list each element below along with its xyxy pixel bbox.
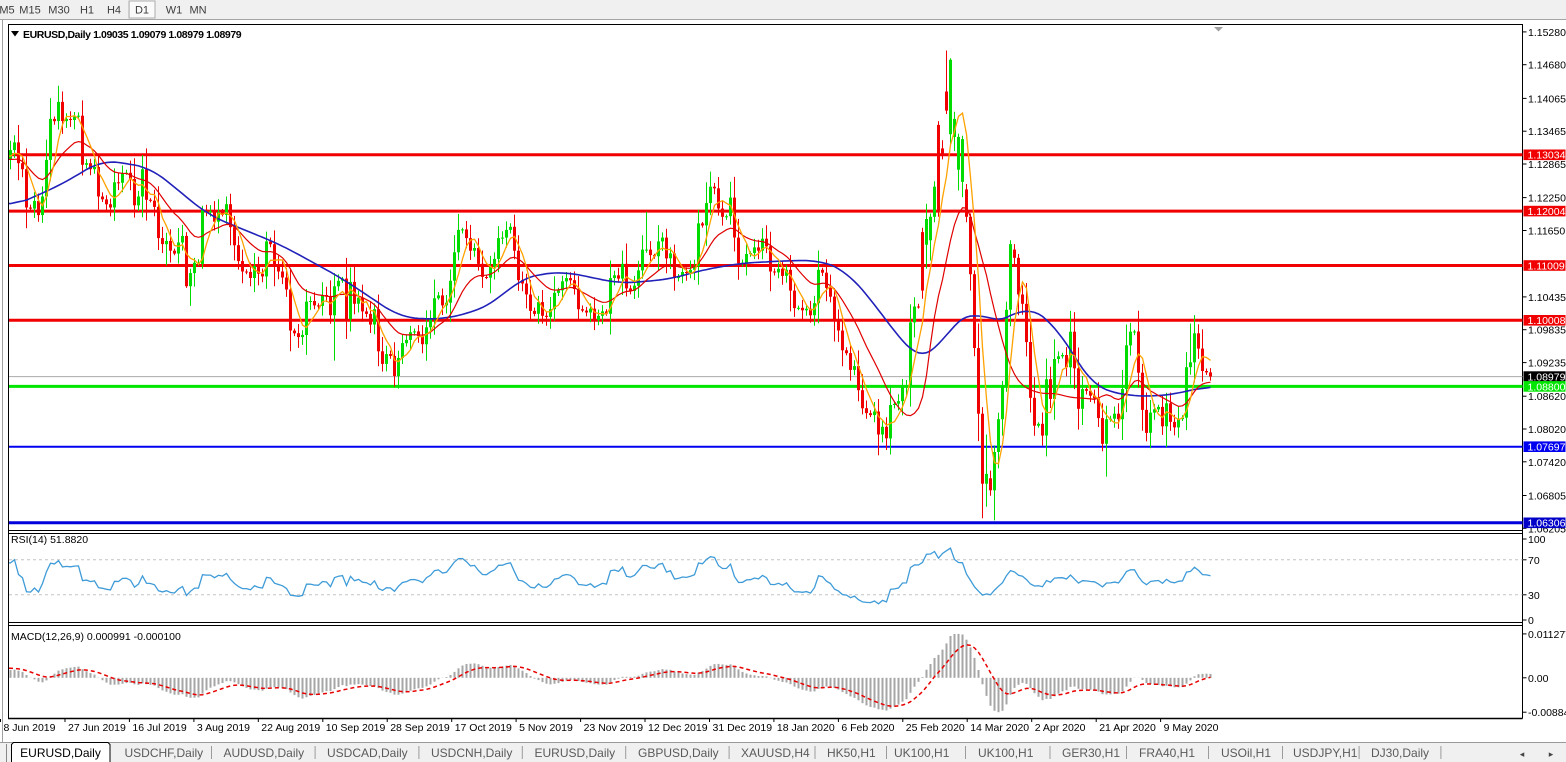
svg-text:XAUUSD,H4: XAUUSD,H4 xyxy=(741,746,810,760)
svg-text:GBPUSD,Daily: GBPUSD,Daily xyxy=(638,746,719,760)
svg-text:1.07697: 1.07697 xyxy=(1528,442,1566,454)
svg-text:1.10008: 1.10008 xyxy=(1528,315,1566,327)
svg-text:100: 100 xyxy=(1528,534,1546,546)
svg-text:5 Nov 2019: 5 Nov 2019 xyxy=(519,722,573,734)
svg-text:D1: D1 xyxy=(135,5,149,17)
svg-text:1.11650: 1.11650 xyxy=(1528,226,1565,238)
svg-text:18 Jan 2020: 18 Jan 2020 xyxy=(777,722,835,734)
svg-text:M15: M15 xyxy=(19,5,40,17)
svg-text:AUDUSD,Daily: AUDUSD,Daily xyxy=(224,746,305,760)
svg-text:17 Oct 2019: 17 Oct 2019 xyxy=(455,722,512,734)
svg-text:USDJPY,H1: USDJPY,H1 xyxy=(1293,746,1358,760)
svg-text:USDCNH,Daily: USDCNH,Daily xyxy=(431,746,512,760)
svg-text:FRA40,H1: FRA40,H1 xyxy=(1139,746,1195,760)
svg-text:31 Dec 2019: 31 Dec 2019 xyxy=(713,722,773,734)
svg-text:1.14065: 1.14065 xyxy=(1528,93,1566,105)
svg-text:0.00: 0.00 xyxy=(1528,673,1549,685)
svg-text:GER30,H1: GER30,H1 xyxy=(1062,746,1120,760)
svg-text:27 Jun 2019: 27 Jun 2019 xyxy=(68,722,126,734)
svg-text:UK100,H1: UK100,H1 xyxy=(978,746,1034,760)
svg-text:W1: W1 xyxy=(166,5,183,17)
svg-text:1.09835: 1.09835 xyxy=(1528,325,1566,337)
svg-text:8 Jun 2019: 8 Jun 2019 xyxy=(4,722,56,734)
svg-text:1.08979: 1.08979 xyxy=(1528,372,1566,384)
svg-text:23 Nov 2019: 23 Nov 2019 xyxy=(584,722,644,734)
svg-text:6 Feb 2020: 6 Feb 2020 xyxy=(841,722,894,734)
svg-text:EURUSD,Daily: EURUSD,Daily xyxy=(535,746,616,760)
svg-text:M5: M5 xyxy=(0,5,15,17)
svg-text:1.12250: 1.12250 xyxy=(1528,193,1566,205)
svg-text:0.011277: 0.011277 xyxy=(1528,629,1566,641)
svg-text:RSI(14) 51.8820: RSI(14) 51.8820 xyxy=(11,534,88,546)
svg-text:DJ30,Daily: DJ30,Daily xyxy=(1371,746,1429,760)
svg-text:MN: MN xyxy=(189,5,206,17)
svg-text:28 Sep 2019: 28 Sep 2019 xyxy=(390,722,450,734)
svg-text:1.13465: 1.13465 xyxy=(1528,126,1566,138)
svg-text:1.07420: 1.07420 xyxy=(1528,457,1566,469)
svg-text:1.13034: 1.13034 xyxy=(1528,150,1566,162)
svg-text:16 Jul 2019: 16 Jul 2019 xyxy=(132,722,186,734)
svg-text:1.08800: 1.08800 xyxy=(1528,381,1566,393)
svg-text:1.06805: 1.06805 xyxy=(1528,491,1566,503)
svg-text:9 May 2020: 9 May 2020 xyxy=(1164,722,1219,734)
svg-text:1.08020: 1.08020 xyxy=(1528,424,1566,436)
svg-text:2 Apr 2020: 2 Apr 2020 xyxy=(1035,722,1086,734)
svg-text:H1: H1 xyxy=(80,5,94,17)
svg-text:10 Sep 2019: 10 Sep 2019 xyxy=(326,722,386,734)
svg-text:1.10435: 1.10435 xyxy=(1528,292,1566,304)
svg-text:1.11009: 1.11009 xyxy=(1528,260,1565,272)
svg-text:1.14680: 1.14680 xyxy=(1528,60,1566,72)
svg-text:-0.008845: -0.008845 xyxy=(1528,707,1566,719)
svg-text:0: 0 xyxy=(1528,615,1534,627)
svg-text:22 Aug 2019: 22 Aug 2019 xyxy=(261,722,320,734)
svg-text:25 Feb 2020: 25 Feb 2020 xyxy=(906,722,965,734)
svg-text:1.08620: 1.08620 xyxy=(1528,391,1566,403)
svg-text:UK100,H1: UK100,H1 xyxy=(894,746,950,760)
svg-text:HK50,H1: HK50,H1 xyxy=(827,746,876,760)
svg-text:14 Mar 2020: 14 Mar 2020 xyxy=(970,722,1029,734)
svg-text:1.12865: 1.12865 xyxy=(1528,159,1566,171)
svg-text:EURUSD,Daily: EURUSD,Daily xyxy=(20,746,101,760)
svg-text:USDCHF,Daily: USDCHF,Daily xyxy=(125,746,204,760)
svg-text:1.15280: 1.15280 xyxy=(1528,27,1566,39)
svg-text:70: 70 xyxy=(1528,555,1540,567)
svg-text:1.06306: 1.06306 xyxy=(1528,518,1566,530)
svg-text:MACD(12,26,9) 0.000991 -0.0001: MACD(12,26,9) 0.000991 -0.000100 xyxy=(11,631,181,643)
svg-text:3 Aug 2019: 3 Aug 2019 xyxy=(197,722,250,734)
svg-text:1.09235: 1.09235 xyxy=(1528,358,1566,370)
svg-text:21 Apr 2020: 21 Apr 2020 xyxy=(1099,722,1156,734)
svg-text:M30: M30 xyxy=(48,5,69,17)
svg-text:30: 30 xyxy=(1528,590,1540,602)
svg-text:H4: H4 xyxy=(107,5,121,17)
svg-text:▸: ▸ xyxy=(1549,749,1554,759)
svg-text:◂: ◂ xyxy=(1520,749,1525,759)
svg-text:USDCAD,Daily: USDCAD,Daily xyxy=(327,746,408,760)
svg-text:12 Dec 2019: 12 Dec 2019 xyxy=(648,722,708,734)
svg-text:USOil,H1: USOil,H1 xyxy=(1221,746,1271,760)
svg-text:1.12004: 1.12004 xyxy=(1528,206,1566,218)
svg-text:EURUSD,Daily 1.09035 1.09079: EURUSD,Daily 1.09035 1.09079 1.08979 1.0… xyxy=(23,29,242,41)
